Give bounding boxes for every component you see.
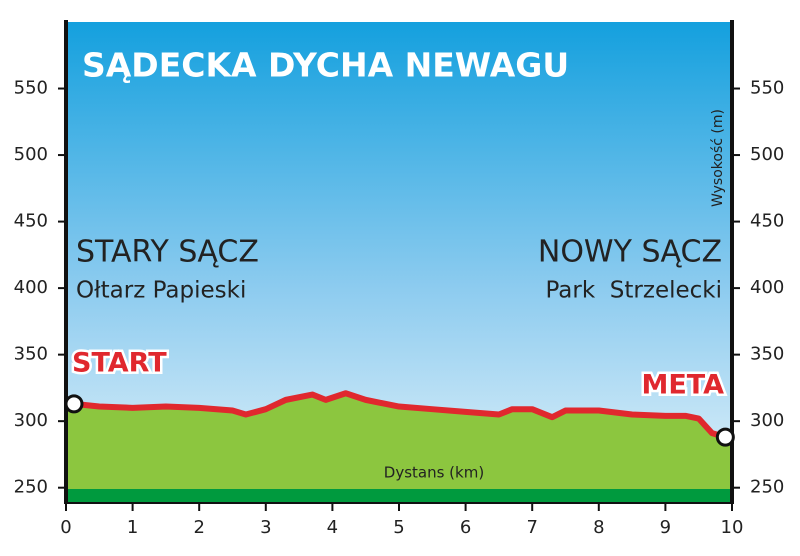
profile-line [73, 390, 727, 441]
y-tick-label: 450 [14, 211, 48, 232]
y-tick-label: 400 [14, 277, 48, 298]
y-tick-label: 250 [14, 477, 48, 498]
end-place: NOWY SĄCZ [538, 235, 722, 270]
start-label: START [72, 348, 167, 379]
y-tick-label: 350 [14, 344, 48, 365]
x-tick-label: 4 [327, 517, 338, 538]
start-point [64, 394, 84, 414]
start-sub: Ołtarz Papieski [76, 278, 246, 304]
x-tick-label: 8 [593, 517, 604, 538]
ground-band [66, 489, 732, 502]
x-tick-label: 1 [127, 517, 138, 538]
x-tick-label: 6 [460, 517, 471, 538]
y-axis-title: Wysokość (m) [710, 109, 726, 207]
plot-area [66, 390, 732, 501]
y2-tick-label: 350 [750, 344, 784, 365]
x-tick-label: 5 [393, 517, 404, 538]
y2-tick-label: 550 [750, 78, 784, 99]
start-place: STARY SĄCZ [76, 235, 259, 270]
y-tick-label: 300 [14, 410, 48, 431]
x-tick-label: 0 [60, 517, 71, 538]
y2-tick-label: 300 [750, 410, 784, 431]
x-tick-label: 2 [193, 517, 204, 538]
x-tick-label: 7 [526, 517, 537, 538]
end-label: META [641, 370, 724, 401]
terrain-area [66, 393, 732, 501]
finish-point [715, 427, 735, 447]
y-tick-label: 550 [14, 78, 48, 99]
x-tick-label: 10 [721, 517, 744, 538]
y-tick-label: 500 [14, 144, 48, 165]
x-axis-title: Dystans (km) [384, 464, 484, 482]
y2-tick-label: 400 [750, 277, 784, 298]
y2-tick-label: 250 [750, 477, 784, 498]
x-tick-label: 9 [660, 517, 671, 538]
end-sub: Park Strzelecki [545, 278, 722, 304]
x-tick-label: 3 [260, 517, 271, 538]
chart-title: SĄDECKA DYCHA NEWAGU [82, 46, 569, 85]
y2-tick-label: 500 [750, 144, 784, 165]
y2-tick-label: 450 [750, 211, 784, 232]
